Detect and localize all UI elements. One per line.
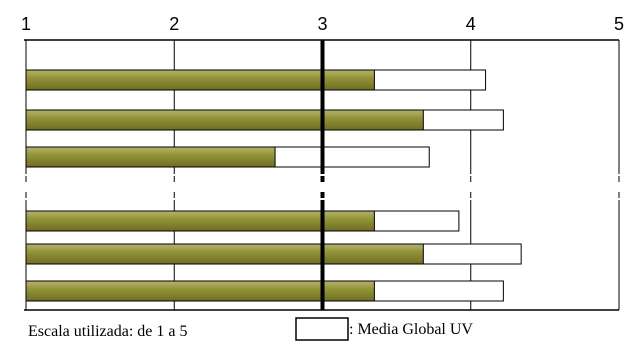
tick-label-2: 2	[169, 14, 179, 34]
value-bar-1-0	[25, 210, 375, 232]
value-bar-0-0	[25, 69, 375, 91]
value-bar-0-1	[25, 109, 424, 131]
scale-note: Escala utilizada: de 1 a 5	[28, 323, 187, 340]
value-bar-1-2	[25, 280, 375, 302]
value-bar-1-1	[25, 243, 424, 265]
tick-label-3: 3	[317, 14, 327, 34]
legend: Escala utilizada: de 1 a 5 : Media Globa…	[28, 317, 473, 341]
legend-label-media-global: : Media Global UV	[349, 321, 473, 338]
tick-label-1: 1	[21, 14, 31, 34]
bars	[25, 40, 522, 310]
tick-label-4: 4	[466, 14, 476, 34]
legend-swatch-media-global	[295, 317, 349, 341]
tick-label-5: 5	[614, 14, 624, 34]
value-bar-0-2	[25, 146, 276, 168]
tick-labels: 1 2 3 4 5	[21, 14, 624, 34]
axes	[24, 39, 619, 311]
